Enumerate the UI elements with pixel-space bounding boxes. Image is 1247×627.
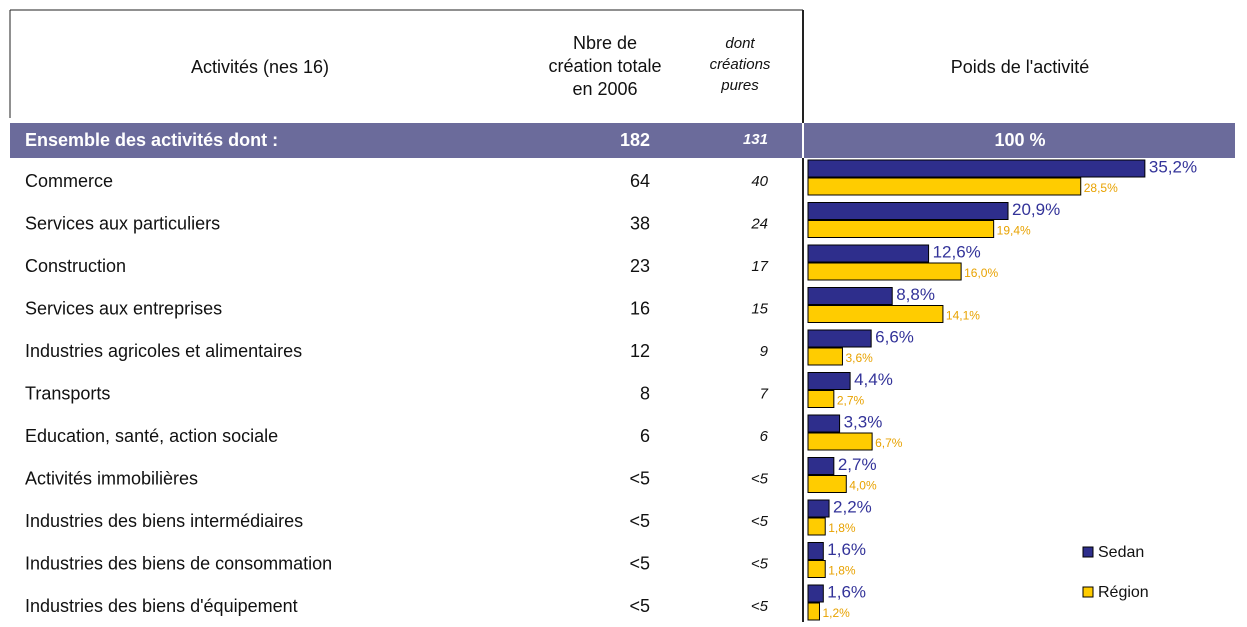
label-region: 2,7%	[837, 394, 865, 408]
label-sedan: 2,2%	[833, 497, 872, 516]
row-total: 12	[630, 341, 650, 361]
row-pures: <5	[751, 513, 769, 530]
label-sedan: 8,8%	[896, 285, 935, 304]
row-pures: 24	[750, 215, 768, 232]
bar-region	[807, 517, 826, 536]
bar-sedan	[807, 329, 872, 348]
label-sedan: 12,6%	[933, 242, 981, 261]
label-sedan: 1,6%	[827, 540, 866, 559]
bar-region	[807, 305, 944, 323]
row-pures: <5	[751, 598, 769, 615]
bar-sedan	[807, 202, 1009, 220]
row-total: 38	[630, 213, 650, 233]
row-total: 23	[630, 256, 650, 276]
bar-region	[807, 602, 820, 621]
bar-region	[807, 220, 995, 238]
row-total: 64	[630, 171, 650, 191]
row-name: Activités immobilières	[25, 468, 198, 488]
row-total: <5	[629, 596, 650, 616]
label-region: 4,0%	[849, 479, 877, 493]
label-region: 19,4%	[997, 224, 1031, 238]
legend-region: Région	[1098, 584, 1149, 601]
header-pures: pures	[720, 77, 759, 94]
bar-region	[807, 560, 826, 578]
label-sedan: 2,7%	[838, 455, 877, 474]
bar-sedan	[807, 287, 893, 305]
row-pures: <5	[751, 470, 769, 487]
row-name: Services aux entreprises	[25, 298, 222, 318]
label-sedan: 1,6%	[827, 582, 866, 601]
row-total: <5	[629, 468, 650, 488]
bar-sedan	[807, 457, 835, 475]
row-pures: 9	[760, 343, 769, 360]
row-name: Transports	[25, 383, 110, 403]
row-total: 8	[640, 383, 650, 403]
row-pures: 7	[760, 385, 769, 402]
label-region: 1,8%	[828, 521, 856, 535]
bar-region	[807, 475, 847, 493]
bar-region	[807, 262, 962, 281]
bar-sedan	[807, 542, 824, 560]
summary-band	[10, 123, 1235, 158]
label-region: 14,1%	[946, 309, 980, 323]
header-pures: créations	[710, 56, 771, 73]
row-total: 16	[630, 298, 650, 318]
label-sedan: 4,4%	[854, 370, 893, 389]
bar-region	[807, 432, 873, 451]
label-sedan: 35,2%	[1149, 157, 1197, 176]
label-sedan: 3,3%	[844, 412, 883, 431]
bar-sedan	[807, 372, 851, 390]
row-name: Services aux particuliers	[25, 213, 220, 233]
summary-name: Ensemble des activités dont :	[25, 130, 278, 150]
row-name: Commerce	[25, 171, 113, 191]
bar-sedan	[807, 414, 841, 433]
row-total: 6	[640, 426, 650, 446]
row-name: Industries des biens d'équipement	[25, 596, 298, 616]
bar-sedan	[807, 499, 830, 518]
label-region: 1,2%	[822, 606, 850, 620]
row-pures: 6	[760, 428, 769, 445]
row-total: <5	[629, 553, 650, 573]
bar-region	[807, 347, 843, 366]
summary-weight: 100 %	[994, 130, 1045, 150]
bar-sedan	[807, 244, 930, 263]
header-total: Nbre de	[573, 33, 637, 53]
bar-region	[807, 177, 1082, 196]
bar-region	[807, 390, 835, 408]
summary-total: 182	[620, 130, 650, 150]
row-name: Industries des biens de consommation	[25, 553, 332, 573]
summary-pures: 131	[743, 131, 768, 148]
row-name: Construction	[25, 256, 126, 276]
row-pures: 17	[751, 258, 768, 275]
header-total: en 2006	[572, 79, 637, 99]
legend-sedan: Sedan	[1098, 544, 1144, 561]
label-region: 6,7%	[875, 436, 903, 450]
row-name: Industries agricoles et alimentaires	[25, 341, 302, 361]
header-pures: dont	[725, 35, 755, 52]
label-sedan: 20,9%	[1012, 200, 1060, 219]
bar-sedan	[807, 159, 1146, 178]
row-pures: <5	[751, 555, 769, 572]
label-region: 28,5%	[1084, 181, 1118, 195]
legend-swatch	[1082, 586, 1094, 598]
row-pures: 15	[751, 300, 768, 317]
header-total: création totale	[548, 56, 661, 76]
label-sedan: 6,6%	[875, 327, 914, 346]
bar-sedan	[807, 584, 824, 603]
row-total: <5	[629, 511, 650, 531]
header-weight: Poids de l'activité	[951, 57, 1090, 77]
header-activity: Activités (nes 16)	[191, 57, 329, 77]
row-pures: 40	[751, 173, 768, 190]
legend-swatch	[1082, 546, 1094, 558]
label-region: 16,0%	[964, 266, 998, 280]
row-name: Industries des biens intermédiaires	[25, 511, 303, 531]
label-region: 1,8%	[828, 564, 856, 578]
row-name: Education, santé, action sociale	[25, 426, 278, 446]
label-region: 3,6%	[845, 351, 873, 365]
